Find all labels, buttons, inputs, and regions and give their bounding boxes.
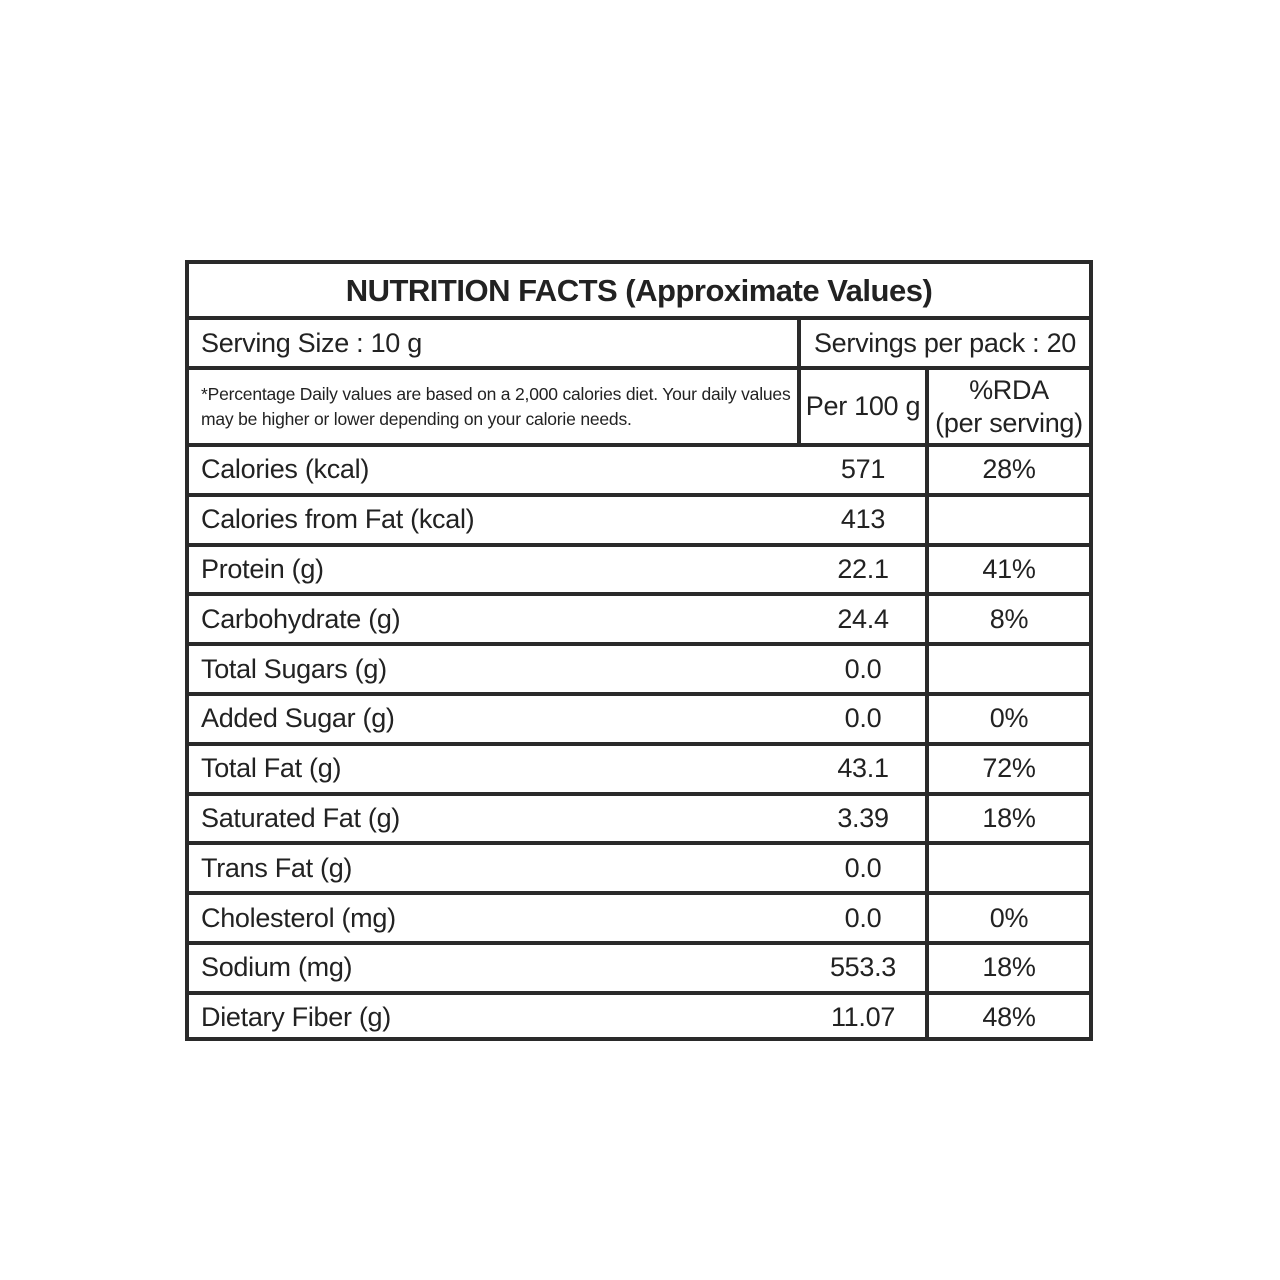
divider xyxy=(189,366,1089,370)
nutrient-value: 3.39 xyxy=(837,802,889,833)
nutrient-label: Dietary Fiber (g) xyxy=(201,1002,391,1033)
nutrient-rda: 0% xyxy=(989,902,1029,933)
per-100g-header: Per 100 g xyxy=(805,391,921,421)
nutrient-label: Total Sugars (g) xyxy=(201,653,387,684)
servings-per-pack: Servings per pack : 20 xyxy=(813,327,1077,358)
nutrient-label: Calories from Fat (kcal) xyxy=(201,504,475,535)
divider xyxy=(189,891,1089,896)
divider xyxy=(189,791,1089,796)
nutrient-rda xyxy=(929,497,1089,543)
nutrient-value: 553.3 xyxy=(829,952,897,983)
nutrient-label: Cholesterol (mg) xyxy=(201,902,396,933)
nutrient-value: 0.0 xyxy=(844,902,882,933)
divider xyxy=(189,592,1089,597)
nutrient-value: 571 xyxy=(840,454,886,485)
nutrient-rda: 28% xyxy=(982,454,1036,485)
nutrient-label: Carbohydrate (g) xyxy=(201,603,401,634)
divider xyxy=(189,990,1089,995)
nutrient-label: Trans Fat (g) xyxy=(201,852,353,883)
nutrient-rda xyxy=(929,646,1089,692)
divider xyxy=(925,370,929,1041)
rda-header-line1: %RDA xyxy=(969,374,1049,405)
divider xyxy=(189,492,1089,497)
nutrient-value: 413 xyxy=(840,504,886,535)
nutrient-value: 24.4 xyxy=(837,603,889,634)
nutrient-rda: 48% xyxy=(982,1002,1036,1033)
divider xyxy=(797,320,801,366)
nutrient-rda: 0% xyxy=(989,703,1029,734)
nutrient-label: Added Sugar (g) xyxy=(201,703,395,734)
divider xyxy=(189,542,1089,547)
nutrient-rda: 72% xyxy=(982,753,1036,784)
nutrient-value: 0.0 xyxy=(844,653,882,684)
divider xyxy=(797,370,801,443)
nutrient-label: Protein (g) xyxy=(201,553,324,584)
rda-header-line2: (per serving) xyxy=(935,407,1083,438)
nutrient-value: 43.1 xyxy=(837,753,889,784)
nutrient-label: Saturated Fat (g) xyxy=(201,802,400,833)
nutrient-label: Sodium (mg) xyxy=(201,952,353,983)
nutrient-label: Calories (kcal) xyxy=(201,454,370,485)
nutrient-rda: 18% xyxy=(982,802,1036,833)
divider xyxy=(189,316,1089,320)
nutrient-value: 22.1 xyxy=(837,553,889,584)
nutrient-rda: 41% xyxy=(982,553,1036,584)
table-title: NUTRITION FACTS (Approximate Values) xyxy=(345,273,933,308)
divider xyxy=(189,443,1089,447)
nutrient-rda: 8% xyxy=(989,603,1029,634)
nutrient-label: Total Fat (g) xyxy=(201,753,342,784)
divider xyxy=(189,741,1089,746)
divider xyxy=(189,841,1089,846)
serving-size: Serving Size : 10 g xyxy=(201,327,422,358)
divider xyxy=(189,642,1089,647)
nutrient-value: 0.0 xyxy=(844,703,882,734)
rda-header: %RDA (per serving) xyxy=(929,370,1089,443)
divider xyxy=(189,692,1089,696)
divider xyxy=(189,941,1089,945)
nutrient-rda xyxy=(929,845,1089,891)
nutrient-value: 0.0 xyxy=(844,852,882,883)
daily-value-note: *Percentage Daily values are based on a … xyxy=(201,383,791,429)
nutrient-value: 11.07 xyxy=(830,1002,896,1033)
nutrient-rda: 18% xyxy=(982,952,1036,983)
nutrition-facts-table: NUTRITION FACTS (Approximate Values) Ser… xyxy=(185,260,1093,1041)
